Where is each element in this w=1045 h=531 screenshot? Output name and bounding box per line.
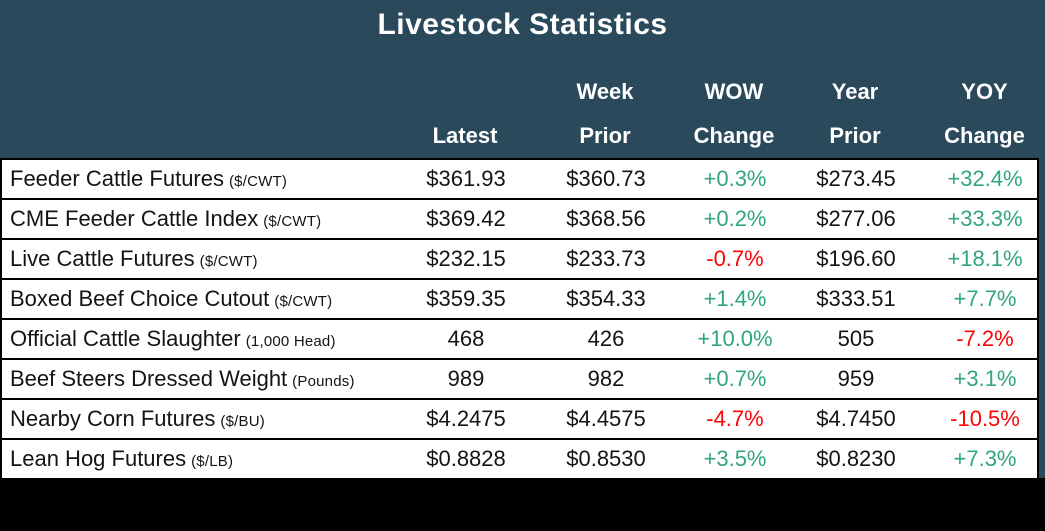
column-header-bottom: Change (944, 123, 1025, 148)
metric-unit: ($/CWT) (199, 253, 258, 270)
week-prior-value: $354.33 (521, 278, 691, 320)
yoy-change-value: -7.2% (933, 318, 1038, 360)
week-prior-value: $0.8530 (521, 438, 691, 480)
metric-name: Boxed Beef Choice Cutout (10, 286, 270, 311)
year-prior-value: $273.45 (779, 158, 933, 200)
wow-change-value: +3.5% (691, 438, 779, 480)
column-header-spacer (0, 70, 410, 158)
column-header-table: Latest Week Prior WOW Change Year Prior … (0, 70, 1037, 158)
yoy-change-value: +18.1% (933, 238, 1038, 280)
table-row: Feeder Cattle Futures ($/CWT) $361.93 $36… (1, 158, 1038, 200)
year-prior-value: $4.7450 (779, 398, 933, 440)
week-prior-value: $4.4575 (521, 398, 691, 440)
column-header-top (410, 70, 520, 114)
metric-name: Feeder Cattle Futures (10, 166, 224, 191)
table-row: Lean Hog Futures ($/LB) $0.8828 $0.8530 +… (1, 438, 1038, 480)
latest-value: 989 (411, 358, 521, 400)
column-header-bottom: Change (693, 123, 775, 148)
row-label: Boxed Beef Choice Cutout ($/CWT) (1, 278, 411, 320)
year-prior-value: $277.06 (779, 198, 933, 240)
column-header-top: Week (576, 79, 634, 104)
yoy-change-value: +7.7% (933, 278, 1038, 320)
wow-change-value: +10.0% (691, 318, 779, 360)
column-header-week-prior: Week Prior (520, 70, 690, 158)
page-title: Livestock Statistics (377, 8, 668, 41)
column-header-bottom: Latest (432, 123, 498, 148)
table-row: Live Cattle Futures ($/CWT) $232.15 $233.… (1, 238, 1038, 280)
metric-name: Nearby Corn Futures (10, 406, 216, 431)
wow-change-value: +1.4% (691, 278, 779, 320)
table-row: Nearby Corn Futures ($/BU) $4.2475 $4.457… (1, 398, 1038, 440)
week-prior-value: $368.56 (521, 198, 691, 240)
year-prior-value: $333.51 (779, 278, 933, 320)
metric-unit: ($/CWT) (263, 213, 322, 230)
metric-name: Lean Hog Futures (10, 446, 187, 471)
column-header-top: YOY (961, 79, 1008, 104)
wow-change-value: +0.7% (691, 358, 779, 400)
latest-value: 468 (411, 318, 521, 360)
metric-unit: (1,000 Head) (245, 333, 336, 350)
metric-name: CME Feeder Cattle Index (10, 206, 259, 231)
column-header-top: WOW (704, 79, 764, 104)
row-label: Feeder Cattle Futures ($/CWT) (1, 158, 411, 200)
table-row: Beef Steers Dressed Weight (Pounds) 989 9… (1, 358, 1038, 400)
metric-name: Official Cattle Slaughter (10, 326, 241, 351)
row-label: Lean Hog Futures ($/LB) (1, 438, 411, 480)
yoy-change-value: +33.3% (933, 198, 1038, 240)
statistics-table: Feeder Cattle Futures ($/CWT) $361.93 $36… (0, 158, 1039, 480)
year-prior-value: 505 (779, 318, 933, 360)
metric-unit: (Pounds) (292, 373, 355, 390)
metric-unit: ($/LB) (191, 453, 234, 470)
bottom-black-bar (0, 478, 1045, 531)
yoy-change-value: -10.5% (933, 398, 1038, 440)
latest-value: $361.93 (411, 158, 521, 200)
column-header-bottom: Prior (829, 123, 881, 148)
year-prior-value: $0.8230 (779, 438, 933, 480)
yoy-change-value: +7.3% (933, 438, 1038, 480)
wow-change-value: +0.2% (691, 198, 779, 240)
table-row: Boxed Beef Choice Cutout ($/CWT) $359.35 … (1, 278, 1038, 320)
year-prior-value: $196.60 (779, 238, 933, 280)
metric-name: Beef Steers Dressed Weight (10, 366, 288, 391)
year-prior-value: 959 (779, 358, 933, 400)
column-header-wow-change: WOW Change (690, 70, 778, 158)
metric-unit: ($/CWT) (274, 293, 333, 310)
yoy-change-value: +32.4% (933, 158, 1038, 200)
latest-value: $359.35 (411, 278, 521, 320)
week-prior-value: $233.73 (521, 238, 691, 280)
week-prior-value: 426 (521, 318, 691, 360)
wow-change-value: -0.7% (691, 238, 779, 280)
metric-unit: ($/CWT) (228, 173, 288, 190)
week-prior-value: $360.73 (521, 158, 691, 200)
latest-value: $4.2475 (411, 398, 521, 440)
row-label: CME Feeder Cattle Index ($/CWT) (1, 198, 411, 240)
column-header-bottom: Prior (579, 123, 631, 148)
row-label: Official Cattle Slaughter (1,000 Head) (1, 318, 411, 360)
latest-value: $232.15 (411, 238, 521, 280)
latest-value: $0.8828 (411, 438, 521, 480)
wow-change-value: -4.7% (691, 398, 779, 440)
table-row: Official Cattle Slaughter (1,000 Head) 46… (1, 318, 1038, 360)
week-prior-value: 982 (521, 358, 691, 400)
metric-name: Live Cattle Futures (10, 246, 195, 271)
row-label: Nearby Corn Futures ($/BU) (1, 398, 411, 440)
column-header-latest: Latest (410, 70, 520, 158)
row-label: Beef Steers Dressed Weight (Pounds) (1, 358, 411, 400)
row-label: Live Cattle Futures ($/CWT) (1, 238, 411, 280)
column-header-year-prior: Year Prior (778, 70, 932, 158)
column-header-yoy-change: YOY Change (932, 70, 1037, 158)
yoy-change-value: +3.1% (933, 358, 1038, 400)
metric-unit: ($/BU) (220, 413, 265, 430)
column-header-top: Year (831, 79, 879, 104)
wow-change-value: +0.3% (691, 158, 779, 200)
table-row: CME Feeder Cattle Index ($/CWT) $369.42 $… (1, 198, 1038, 240)
latest-value: $369.42 (411, 198, 521, 240)
